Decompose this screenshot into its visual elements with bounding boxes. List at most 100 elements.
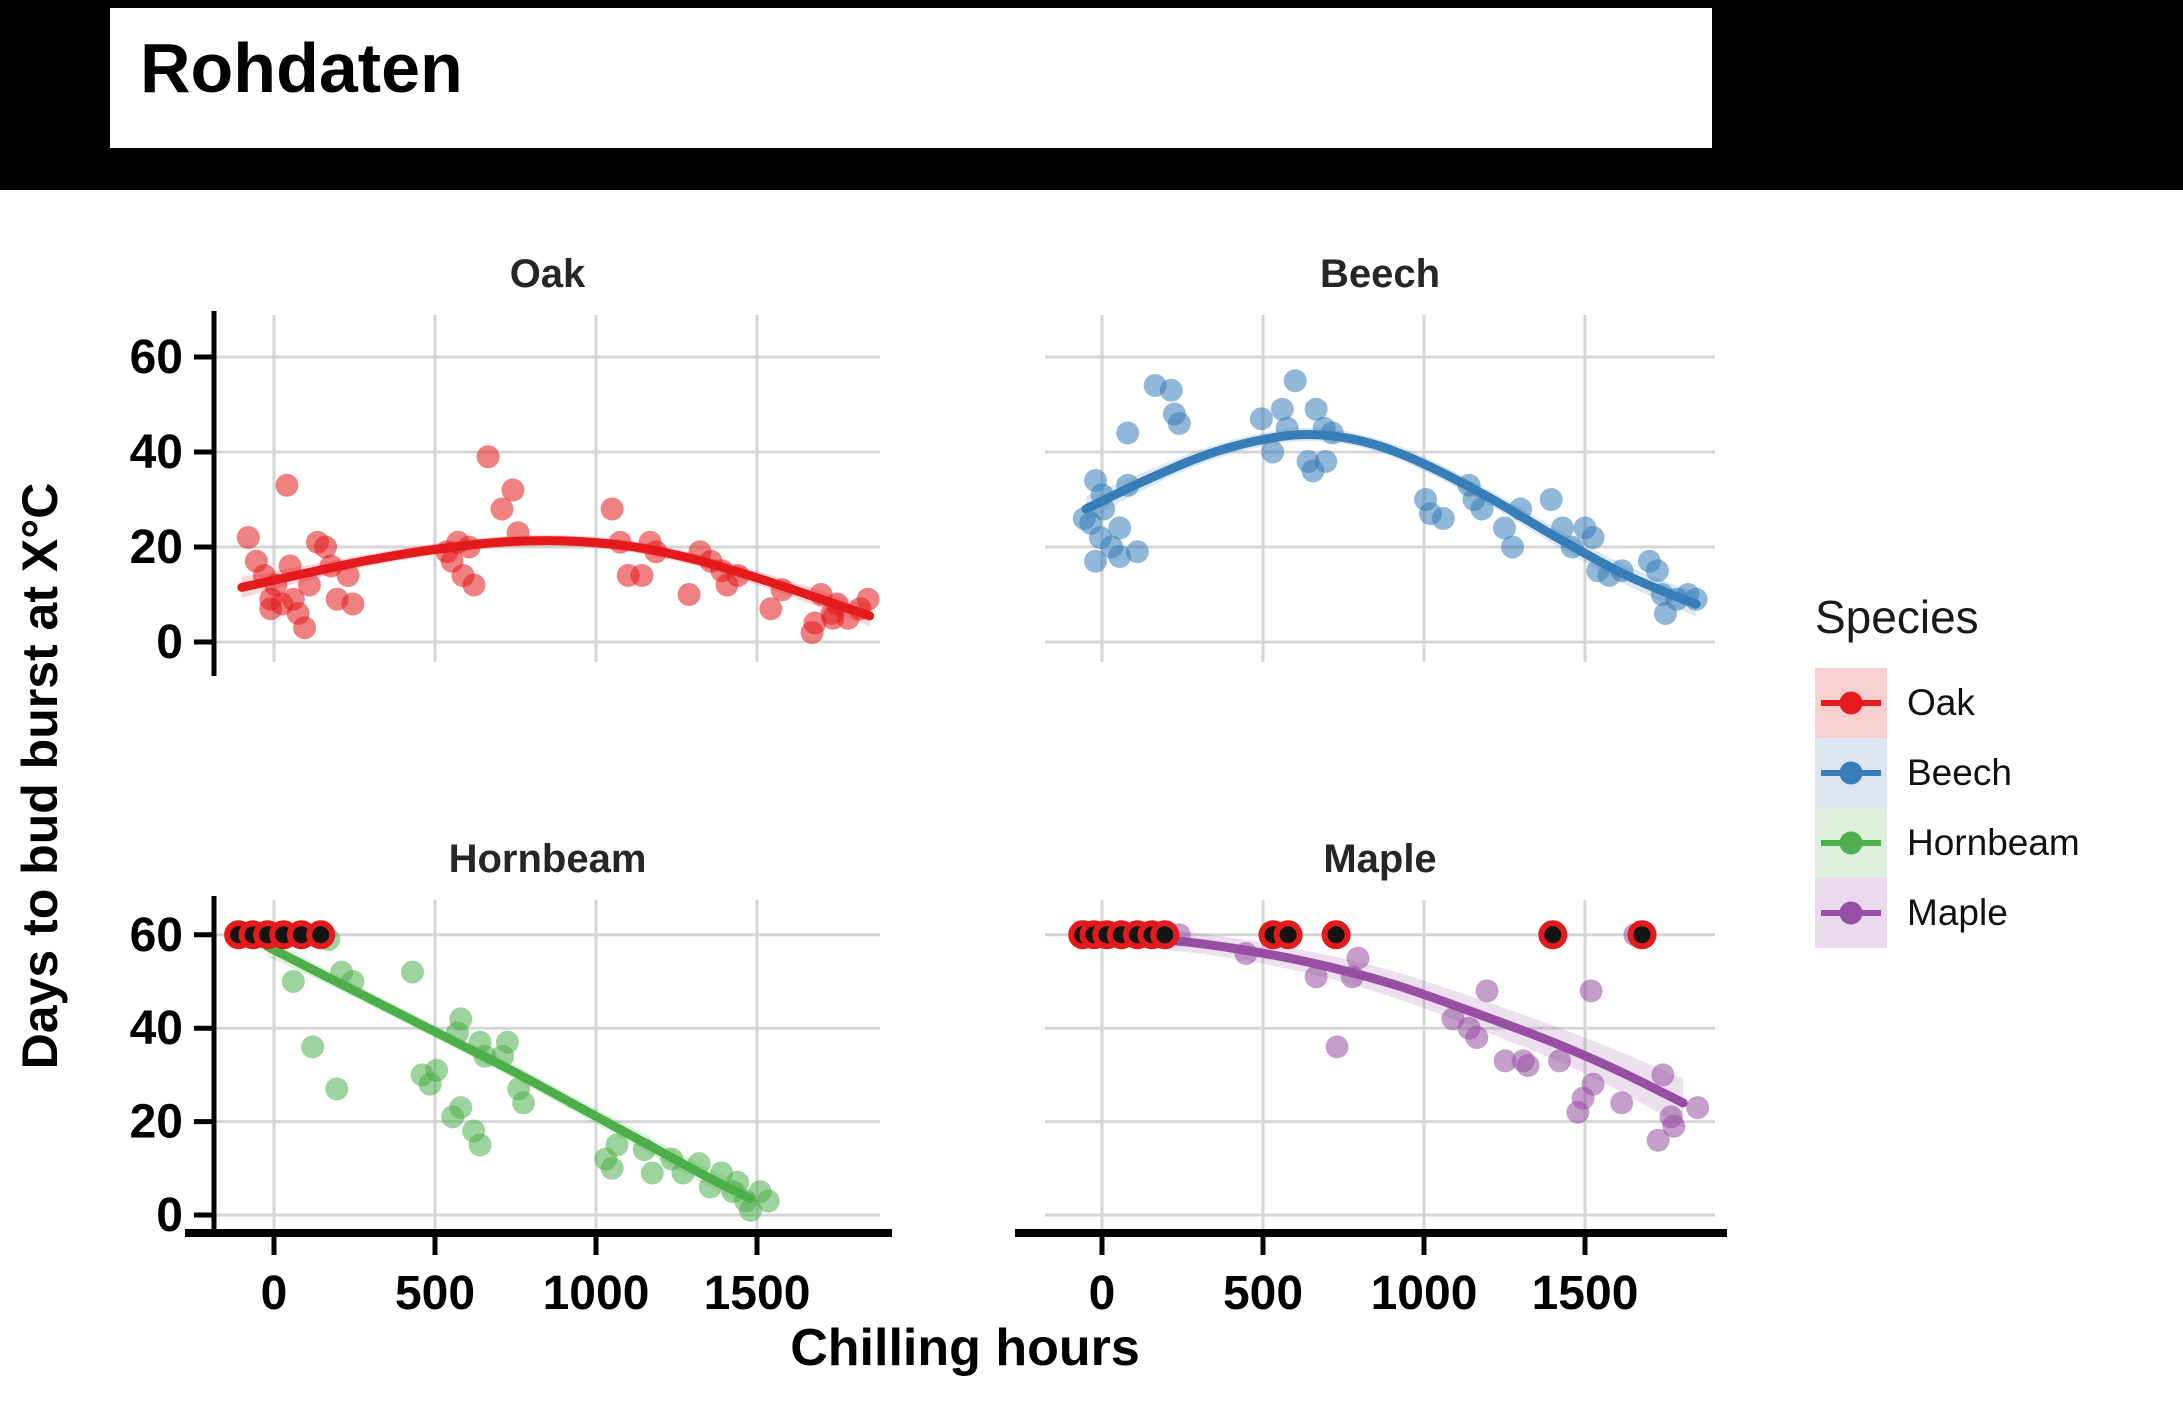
data-point <box>1493 1049 1517 1073</box>
facet-title: Maple <box>1323 837 1436 881</box>
censored-point <box>1150 920 1180 950</box>
legend-item-hornbeam: Hornbeam <box>1815 808 2080 878</box>
x-axis-title: Chilling hours <box>790 1319 1140 1377</box>
data-point <box>1261 440 1285 464</box>
data-point <box>1560 535 1584 559</box>
x-tick-label: 500 <box>395 1267 475 1320</box>
data-point <box>1493 516 1516 540</box>
y-tick-label: 60 <box>130 331 183 384</box>
data-point <box>1346 946 1370 970</box>
data-point <box>278 554 302 578</box>
data-point <box>1304 397 1328 421</box>
legend-point-icon <box>1839 901 1863 925</box>
data-point <box>301 1035 325 1059</box>
chart-area: Oak 0 20 40 60 Beech Hornbeam 0 20 40 60 0 500 1000 15… <box>0 190 2183 1415</box>
data-point <box>608 530 632 554</box>
data-point <box>476 445 500 469</box>
legend-key-icon <box>1815 878 1887 948</box>
data-point <box>1108 516 1132 540</box>
data-point <box>314 535 338 559</box>
legend-item-label: Oak <box>1907 682 1975 723</box>
data-point <box>640 1161 664 1185</box>
data-point <box>1686 1096 1710 1120</box>
data-point <box>677 583 701 606</box>
data-point <box>1249 407 1273 431</box>
data-point <box>501 478 525 502</box>
data-point <box>1270 397 1294 421</box>
data-point <box>1684 587 1708 611</box>
legend-key-icon <box>1815 738 1887 808</box>
data-point <box>1314 450 1338 473</box>
data-point <box>1465 1026 1489 1050</box>
data-point <box>739 1198 763 1222</box>
data-point <box>236 526 260 549</box>
data-point <box>770 578 794 602</box>
data-point <box>336 564 360 587</box>
y-tick-label: 0 <box>156 1189 183 1242</box>
censored-point <box>1273 920 1303 950</box>
y-tick-label: 0 <box>156 616 183 669</box>
facet-title: Hornbeam <box>449 837 647 881</box>
legend-item-label: Beech <box>1907 752 2012 793</box>
data-point <box>1501 535 1525 559</box>
legend-point-icon <box>1839 831 1863 855</box>
data-point <box>400 960 424 984</box>
page-title: Rohdaten <box>140 29 463 107</box>
y-tick-label: 20 <box>130 521 183 574</box>
confidence-ribbon <box>1085 427 1697 617</box>
facet-panel-beech: Beech <box>1045 252 1715 662</box>
data-point <box>1470 497 1494 521</box>
censored-point <box>1538 920 1568 950</box>
data-point <box>1610 1091 1634 1115</box>
data-point <box>468 1133 492 1157</box>
data-point <box>856 587 880 611</box>
data-point <box>726 564 750 587</box>
data-point <box>600 497 624 521</box>
data-point <box>297 573 321 597</box>
data-point <box>1516 1054 1540 1078</box>
data-point <box>1610 559 1634 583</box>
data-point <box>1275 416 1299 440</box>
legend-item-maple: Maple <box>1815 878 2080 948</box>
facet-panel-maple: Maple 0 500 1000 1500 <box>1015 837 1727 1320</box>
data-point <box>449 1007 473 1031</box>
x-tick-label: 0 <box>1089 1267 1116 1320</box>
data-point <box>1550 516 1574 540</box>
data-point <box>264 573 288 597</box>
data-point <box>1125 540 1149 564</box>
y-tick-label: 40 <box>130 1002 183 1055</box>
data-point <box>457 535 481 559</box>
x-tick-label: 1000 <box>1371 1267 1478 1320</box>
data-point <box>341 592 365 616</box>
data-point <box>449 1096 473 1120</box>
data-point <box>600 1156 624 1180</box>
data-point <box>644 540 668 564</box>
legend-item-label: Hornbeam <box>1907 822 2080 863</box>
y-tick-label: 40 <box>130 426 183 479</box>
legend-item-beech: Beech <box>1815 738 2080 808</box>
censored-point <box>306 920 336 950</box>
data-point <box>1662 1114 1686 1138</box>
data-point <box>759 597 783 621</box>
data-point <box>1475 979 1499 1003</box>
x-tick-label: 1000 <box>543 1267 650 1320</box>
data-point <box>473 1044 497 1068</box>
data-point <box>803 611 827 635</box>
data-point <box>1325 1035 1349 1059</box>
facet-panel-hornbeam: Hornbeam 0 20 40 60 0 500 1000 1500 <box>130 837 892 1320</box>
x-tick-label: 0 <box>261 1267 288 1320</box>
data-point <box>1340 965 1364 989</box>
x-tick-label: 1500 <box>1532 1267 1639 1320</box>
trend-line <box>237 536 875 621</box>
facet-title: Beech <box>1320 252 1440 296</box>
x-tick-label: 500 <box>1223 1267 1303 1320</box>
data-point <box>495 1030 519 1054</box>
y-tick-label: 60 <box>130 909 183 962</box>
legend-item-label: Maple <box>1907 892 2008 933</box>
title-box: Rohdaten <box>110 8 1712 148</box>
data-point <box>1509 497 1533 521</box>
facet-panel-oak: Oak 0 20 40 60 <box>130 252 880 676</box>
data-point <box>1234 941 1258 965</box>
data-point <box>1539 488 1563 511</box>
